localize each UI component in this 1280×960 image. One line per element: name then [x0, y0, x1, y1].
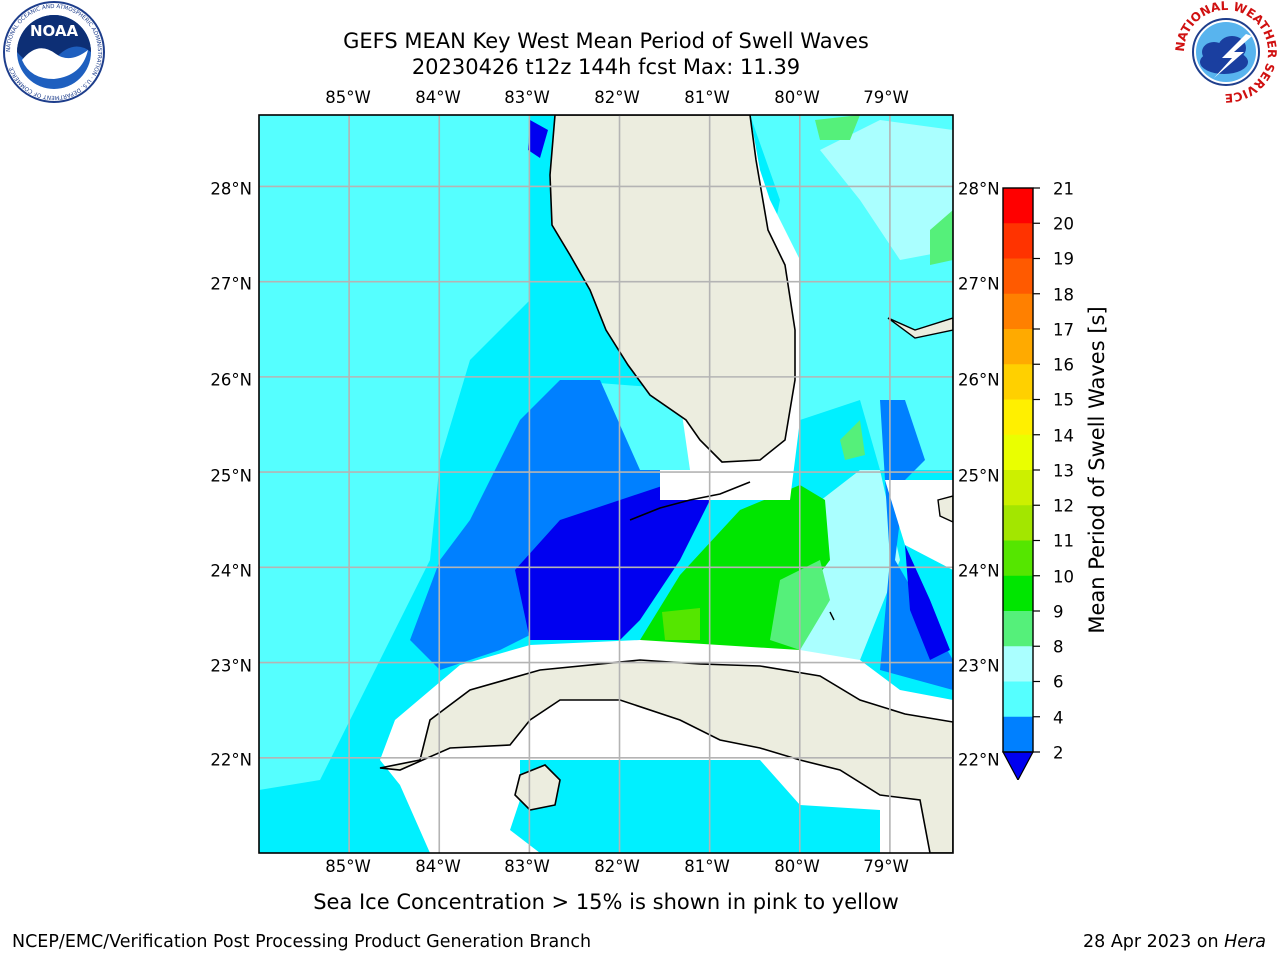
lon-label-top: 84°W	[415, 88, 461, 107]
lon-label-bottom: 80°W	[774, 857, 820, 876]
colorbar-tick-label: 14	[1053, 426, 1074, 446]
cay-sal	[829, 611, 835, 621]
cuba-land	[379, 659, 953, 853]
chart-subtitle: 20230426 t12z 144h fcst Max: 11.39	[411, 55, 801, 79]
colorbar-tick-label: 16	[1053, 355, 1074, 375]
lon-label-top: 82°W	[594, 88, 640, 107]
lat-label-left: 28°N	[210, 179, 252, 199]
colorbar-segment	[1003, 329, 1033, 365]
colorbar-tick-label: 15	[1053, 390, 1074, 410]
colorbar-tick-label: 18	[1053, 285, 1074, 305]
colorbar-tick-label: 8	[1053, 637, 1064, 657]
lon-label-bottom: 83°W	[504, 857, 550, 876]
lon-label-top: 81°W	[684, 88, 730, 107]
period-9-10-patch-ne	[815, 115, 860, 140]
period-2-4-band	[410, 380, 700, 670]
lat-label-left: 26°N	[210, 370, 252, 390]
lon-label-bottom: 85°W	[325, 857, 371, 876]
colorbar-segment	[1003, 434, 1033, 471]
graticule	[259, 115, 953, 853]
lat-label-right: 25°N	[958, 466, 1000, 486]
footer-host: Hera	[1224, 932, 1266, 952]
lat-label-left: 25°N	[210, 466, 252, 486]
lon-label-top: 79°W	[863, 88, 909, 107]
colorbar-under-triangle	[1001, 751, 1035, 780]
period-9-10-patch-e	[930, 210, 953, 265]
colorbar-segment	[1003, 575, 1033, 612]
lon-label-bottom: 82°W	[594, 857, 640, 876]
colorbar-tick-label: 11	[1053, 531, 1074, 551]
map-frame	[258, 114, 954, 854]
colorbar-segment	[1003, 540, 1033, 577]
colorbar-segment	[1003, 188, 1033, 224]
period-11-12-patch	[662, 608, 700, 640]
grand-bahama-island	[887, 317, 953, 339]
colorbar-segment	[1003, 611, 1033, 647]
colorbar-tick-label: 17	[1053, 320, 1074, 340]
colorbar-tick-label: 2	[1053, 743, 1064, 763]
florida-keys	[629, 481, 751, 521]
colorbar	[1001, 187, 1040, 780]
andros-island	[937, 495, 953, 523]
colorbar-tick-label: 9	[1053, 602, 1064, 622]
colorbar-segment	[1003, 505, 1033, 541]
lat-label-right: 28°N	[958, 179, 1000, 199]
colorbar-segment	[1003, 716, 1033, 753]
florida-land	[549, 115, 796, 463]
lat-label-left: 22°N	[210, 750, 252, 770]
period-under-2-east	[905, 545, 950, 660]
colorbar-segment	[1003, 293, 1033, 330]
isla-de-la-juventud	[514, 764, 561, 811]
colorbar-label: Mean Period of Swell Waves [s]	[1085, 306, 1109, 634]
nws-logo: NATIONAL WEATHER SERVICE	[1174, 0, 1278, 104]
colorbar-segment	[1003, 258, 1033, 295]
colorbar-segment	[1003, 364, 1033, 400]
colorbar-tick-label: 20	[1053, 214, 1074, 234]
colorbar-tick-label: 19	[1053, 249, 1074, 269]
lat-label-left: 27°N	[210, 274, 252, 294]
colorbar-tick-label: 10	[1053, 567, 1074, 587]
lat-label-left: 24°N	[210, 561, 252, 581]
lon-label-bottom: 81°W	[684, 857, 730, 876]
footer-date: 28 Apr 2023 on Hera	[1083, 932, 1266, 952]
colorbar-segment	[1003, 223, 1033, 259]
lat-label-left: 23°N	[210, 656, 252, 676]
colorbar-tick-label: 12	[1053, 496, 1074, 516]
lon-label-top: 80°W	[774, 88, 820, 107]
lon-label-top: 85°W	[325, 88, 371, 107]
chart-title: GEFS MEAN Key West Mean Period of Swell …	[343, 29, 869, 53]
lon-label-bottom: 79°W	[863, 857, 909, 876]
period-9-10-patch-center	[840, 420, 865, 460]
colorbar-tick-label: 4	[1053, 708, 1064, 728]
lat-label-right: 23°N	[958, 656, 1000, 676]
footer-credit: NCEP/EMC/Verification Post Processing Pr…	[12, 932, 592, 952]
colorbar-tick-label: 13	[1053, 461, 1074, 481]
period-under-2-nw	[528, 120, 548, 158]
colorbar-segment	[1003, 399, 1033, 436]
period-8-9-patch	[820, 120, 953, 260]
sea-ice-note: Sea Ice Concentration > 15% is shown in …	[313, 890, 899, 914]
lat-label-right: 27°N	[958, 274, 1000, 294]
colorbar-tick-label: 6	[1053, 672, 1064, 692]
colorbar-segment	[1003, 681, 1033, 718]
svg-text:NOAA: NOAA	[30, 22, 79, 40]
lon-label-top: 83°W	[504, 88, 550, 107]
lon-label-bottom: 84°W	[415, 857, 461, 876]
lat-label-right: 26°N	[958, 370, 1000, 390]
period-6-8-region-north	[259, 115, 530, 790]
colorbar-tick-label: 21	[1053, 179, 1074, 199]
no-data-bahamas	[885, 480, 953, 570]
lat-label-right: 24°N	[958, 561, 1000, 581]
noaa-logo: NATIONAL OCEANIC AND ATMOSPHERIC ADMINIS…	[3, 1, 105, 103]
period-under-2-region	[515, 480, 710, 640]
colorbar-segment	[1003, 646, 1033, 682]
lat-label-right: 22°N	[958, 750, 1000, 770]
footer-date-text: 28 Apr 2023 on	[1083, 932, 1225, 952]
colorbar-segment	[1003, 470, 1033, 506]
